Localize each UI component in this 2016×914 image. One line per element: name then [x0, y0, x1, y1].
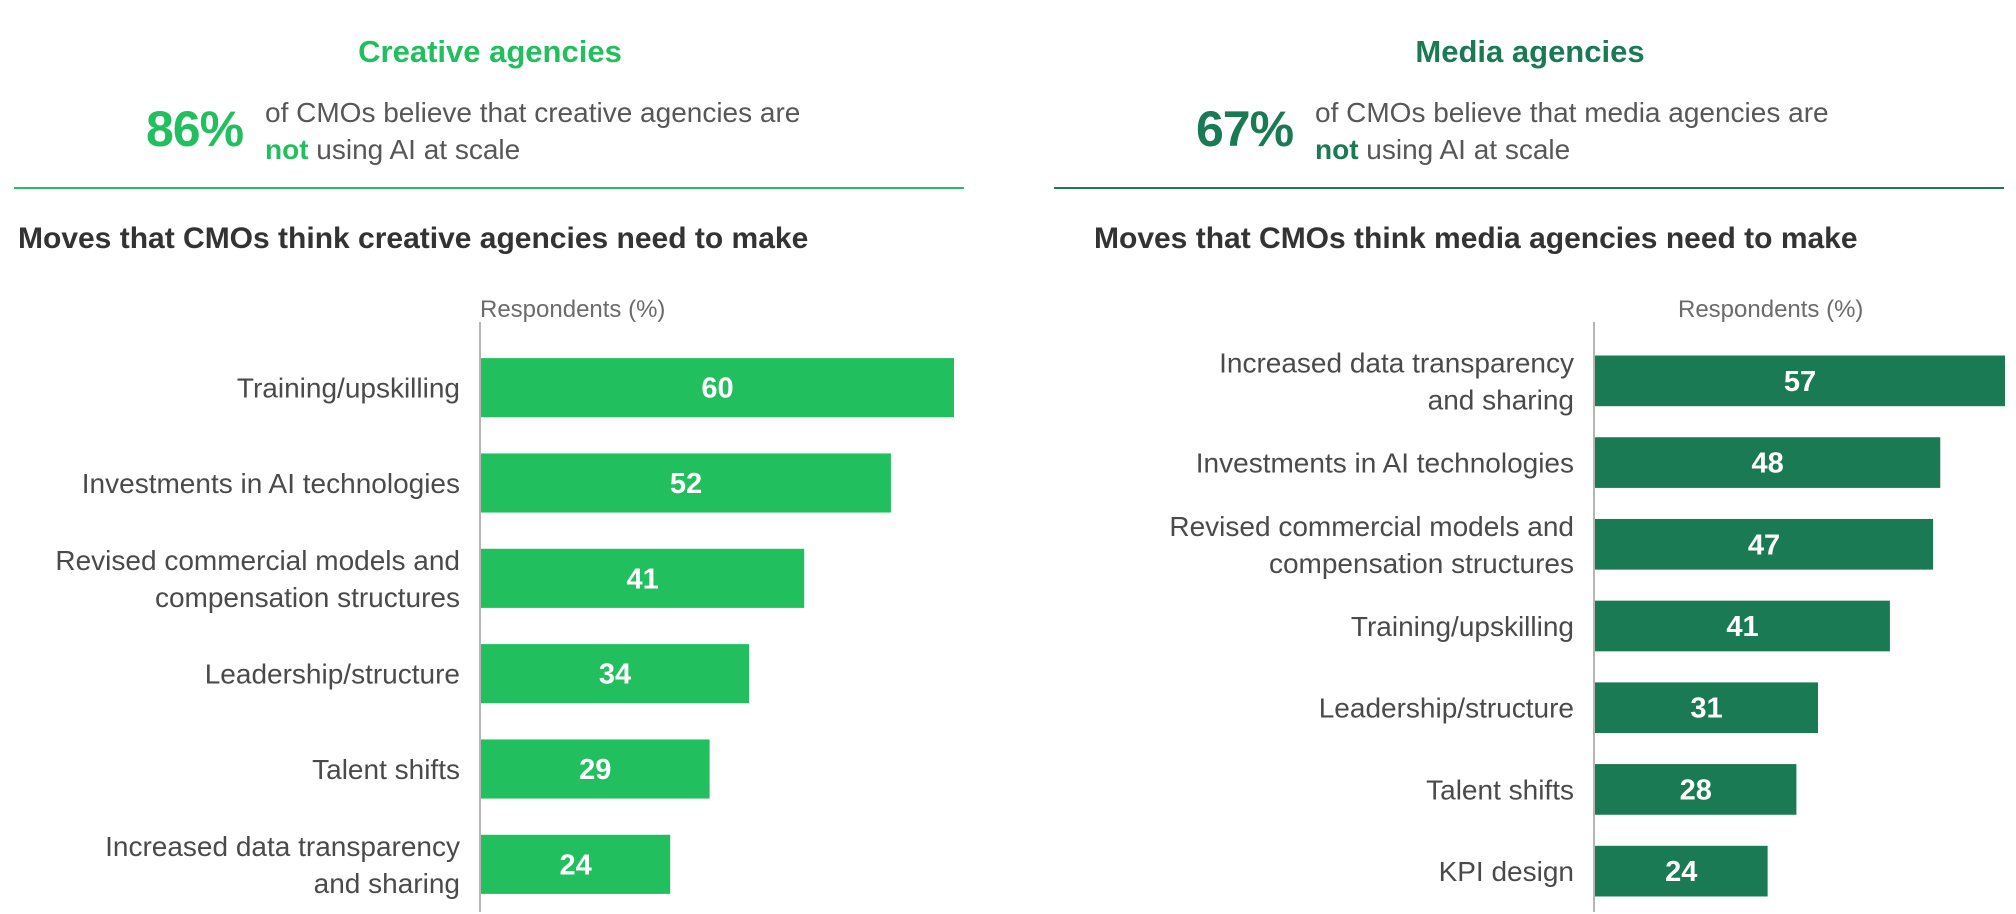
creative-stat-not: not — [265, 134, 309, 165]
media-bar — [1595, 518, 1934, 570]
media-value-label: 47 — [1748, 529, 1780, 561]
media-category-label: Investments in AI technologies — [1196, 448, 1574, 479]
creative-category-label: compensation structures — [155, 582, 460, 613]
media-category-label: Training/upskilling — [1351, 611, 1574, 642]
creative-bar — [481, 739, 710, 799]
creative-axis-caption: Respondents (%) — [480, 296, 666, 323]
creative-category-label: Increased data transparency — [105, 831, 460, 862]
media-value-label: 41 — [1726, 611, 1758, 643]
creative-bar — [481, 548, 805, 608]
media-category-label: Talent shifts — [1426, 774, 1574, 805]
creative-bar — [481, 834, 671, 894]
media-stat-not: not — [1315, 134, 1359, 165]
creative-stat-percent: 86% — [146, 101, 244, 157]
media-category-label: compensation structures — [1269, 548, 1574, 579]
media-bar — [1595, 437, 1941, 488]
creative-stat-text: of CMOs believe that creative agencies a… — [265, 94, 800, 168]
media-bar — [1595, 845, 1768, 897]
creative-stat-text-line2: using AI at scale — [308, 134, 521, 165]
creative-category-label: Training/upskilling — [237, 373, 460, 404]
media-bar — [1595, 600, 1890, 652]
creative-bar — [481, 358, 954, 418]
creative-bar-chart: 60 Training/upskilling 52 Investments in AI… — [55, 322, 954, 912]
creative-category-label: Talent shifts — [312, 754, 460, 785]
media-bar — [1595, 682, 1818, 734]
media-agencies-title: Media agencies — [1415, 34, 1645, 69]
creative-value-label: 41 — [626, 563, 658, 595]
creative-value-label: 52 — [670, 468, 702, 500]
creative-bar — [481, 453, 891, 513]
creative-agencies-panel: Creative agencies 86% of CMOs believe th… — [14, 34, 964, 912]
creative-chart-title: Moves that CMOs think creative agencies … — [18, 222, 809, 255]
media-category-label: KPI design — [1439, 856, 1574, 887]
creative-value-label: 29 — [579, 754, 611, 786]
creative-category-label: Investments in AI technologies — [82, 468, 460, 499]
media-value-label: 24 — [1665, 856, 1697, 888]
media-divider — [1054, 187, 2004, 189]
media-stat-text-line2: using AI at scale — [1358, 134, 1571, 165]
creative-value-label: 24 — [559, 849, 591, 881]
creative-category-label: Revised commercial models and — [55, 545, 460, 576]
creative-agencies-title: Creative agencies — [358, 34, 622, 69]
media-bar — [1595, 355, 2005, 407]
media-value-label: 31 — [1690, 693, 1722, 725]
creative-bar — [481, 644, 750, 704]
media-category-label: Increased data transparency — [1219, 347, 1574, 378]
creative-category-label: and sharing — [314, 868, 460, 899]
creative-category-label: Leadership/structure — [205, 659, 460, 690]
creative-divider — [14, 187, 964, 189]
media-stat-text-line1: of CMOs believe that media agencies are — [1315, 97, 1829, 128]
media-bar — [1595, 764, 1797, 815]
media-agencies-panel: Media agencies 67% of CMOs believe that … — [1050, 0, 2016, 914]
media-value-label: 48 — [1751, 448, 1783, 480]
media-axis-caption: Respondents (%) — [1678, 296, 1864, 323]
media-bar-chart: 57 Increased data transparency and sharing… — [1169, 322, 2005, 912]
creative-stat-text-line1: of CMOs believe that creative agencies a… — [265, 97, 801, 128]
media-category-label: Leadership/structure — [1319, 693, 1574, 724]
media-category-label: Revised commercial models and — [1169, 511, 1574, 542]
creative-value-label: 60 — [701, 373, 733, 405]
creative-value-label: 34 — [599, 659, 631, 691]
media-value-label: 57 — [1784, 366, 1816, 398]
media-value-label: 28 — [1680, 774, 1712, 806]
media-stat-percent: 67% — [1196, 101, 1294, 157]
media-category-label: and sharing — [1428, 384, 1574, 415]
media-stat-text: of CMOs believe that media agencies are n… — [1315, 94, 1829, 168]
media-chart-title: Moves that CMOs think media agencies nee… — [1094, 222, 1858, 255]
